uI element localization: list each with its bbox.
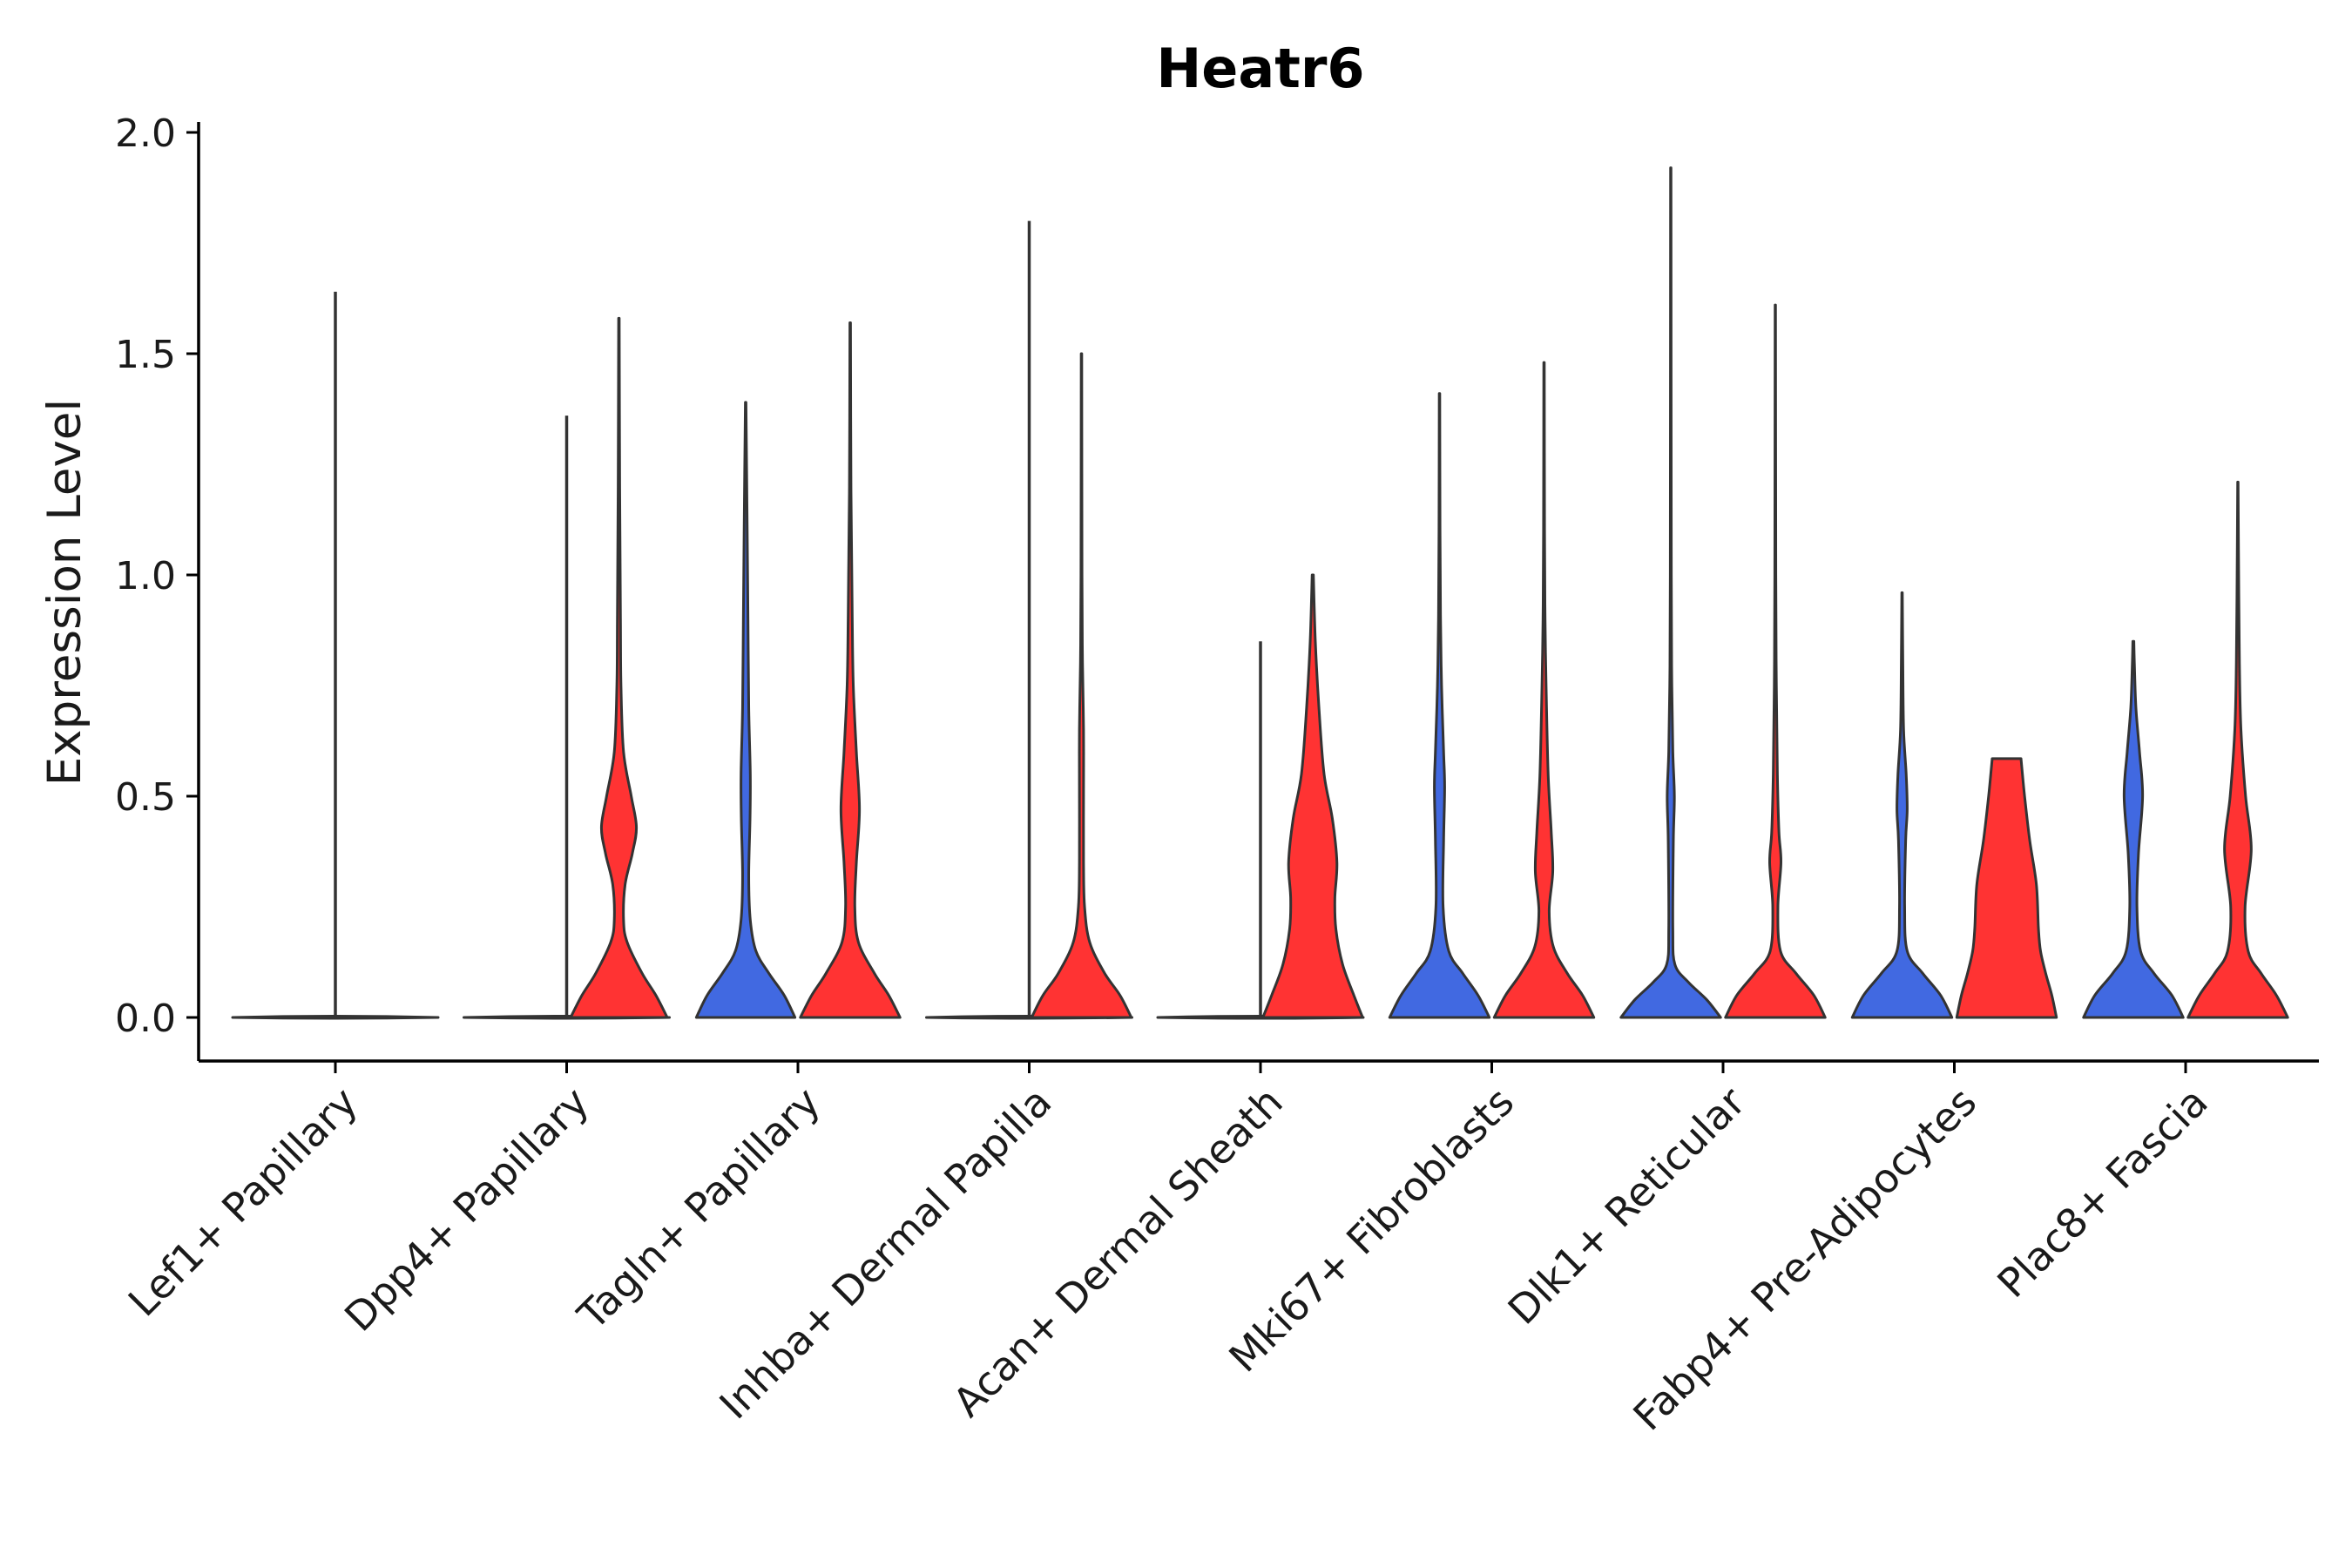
y-tick-label: 1.5: [115, 333, 176, 377]
violin-tagln-papillary-group-2: [799, 321, 902, 1019]
violin-inhba-dermal-papilla-group-2: [1030, 352, 1133, 1019]
violin-mki67-fibroblasts-group-1: [1388, 392, 1491, 1019]
violin-fabp4-pre-adipocytes-group-2: [1955, 757, 2058, 1019]
violin-dlk1-reticular-group-2: [1724, 303, 1827, 1019]
violin-fabp4-pre-adipocytes-group-1: [1850, 591, 1954, 1019]
y-tick-label: 1.0: [115, 554, 176, 598]
violin-plac8-fascia-group-2: [2186, 480, 2289, 1019]
y-axis: 0.0 0.5 1.0 1.5 2.0: [115, 112, 200, 1061]
violin-plac8-fascia-group-1: [2082, 639, 2185, 1019]
y-tick-label: 2.0: [115, 112, 176, 156]
y-axis-label: Expression Level: [38, 399, 91, 786]
violin-acan-dermal-sheath-group-2: [1261, 573, 1364, 1019]
violin-mki67-fibroblasts-group-2: [1492, 361, 1596, 1019]
violin-layer: [231, 166, 2289, 1020]
y-tick-label: 0.0: [115, 997, 176, 1041]
y-tick-label: 0.5: [115, 775, 176, 820]
violin-dpp4-papillary-group-2: [569, 316, 669, 1019]
violin-tagln-papillary-group-1: [694, 401, 797, 1019]
violin-dlk1-reticular-group-1: [1619, 166, 1722, 1019]
chart-title: Heatr6: [1156, 37, 1364, 100]
violin-lef1-papillary-group-1: [231, 291, 440, 1020]
